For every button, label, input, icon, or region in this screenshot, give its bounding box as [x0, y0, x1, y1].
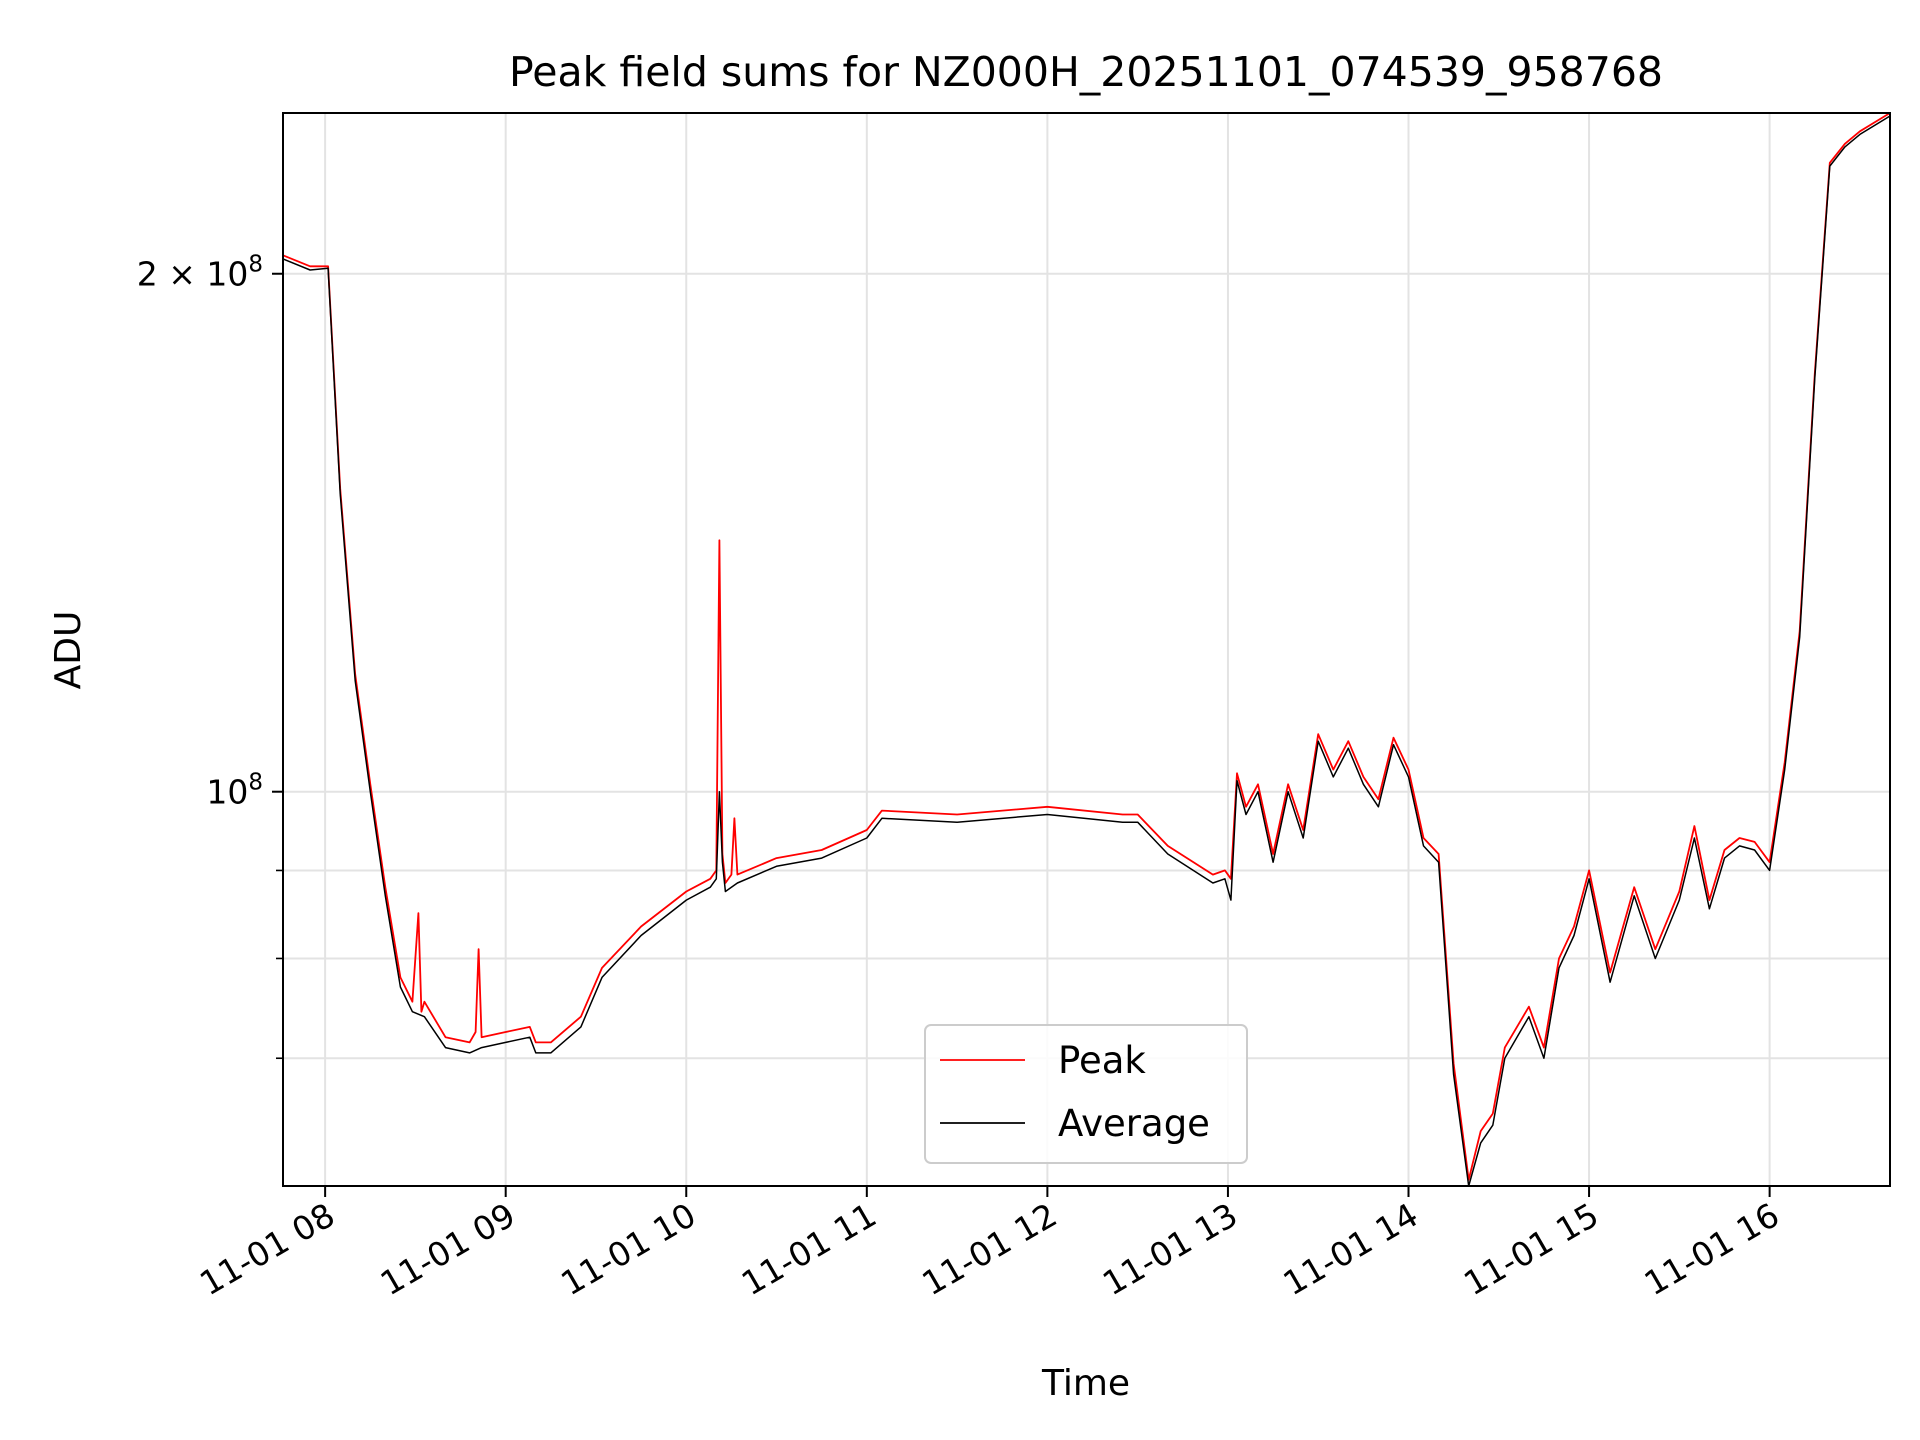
series-line-peak [283, 113, 1890, 1181]
plot-area [283, 113, 1890, 1186]
series-layer [283, 113, 1890, 1186]
legend-label-average: Average [1058, 1102, 1210, 1145]
legend: Peak Average [924, 1024, 1248, 1164]
x-axis-label: Time [1041, 1363, 1130, 1404]
chart-title: Peak field sums for NZ000H_20251101_0745… [509, 48, 1663, 96]
series-line-average [283, 115, 1890, 1186]
plot-frame [282, 112, 1891, 1187]
y-tick-label: 108 [206, 770, 263, 812]
y-tick-label: 2 × 108 [137, 252, 263, 294]
y-axis-label: ADU [48, 611, 89, 690]
legend-label-peak: Peak [1058, 1039, 1146, 1082]
